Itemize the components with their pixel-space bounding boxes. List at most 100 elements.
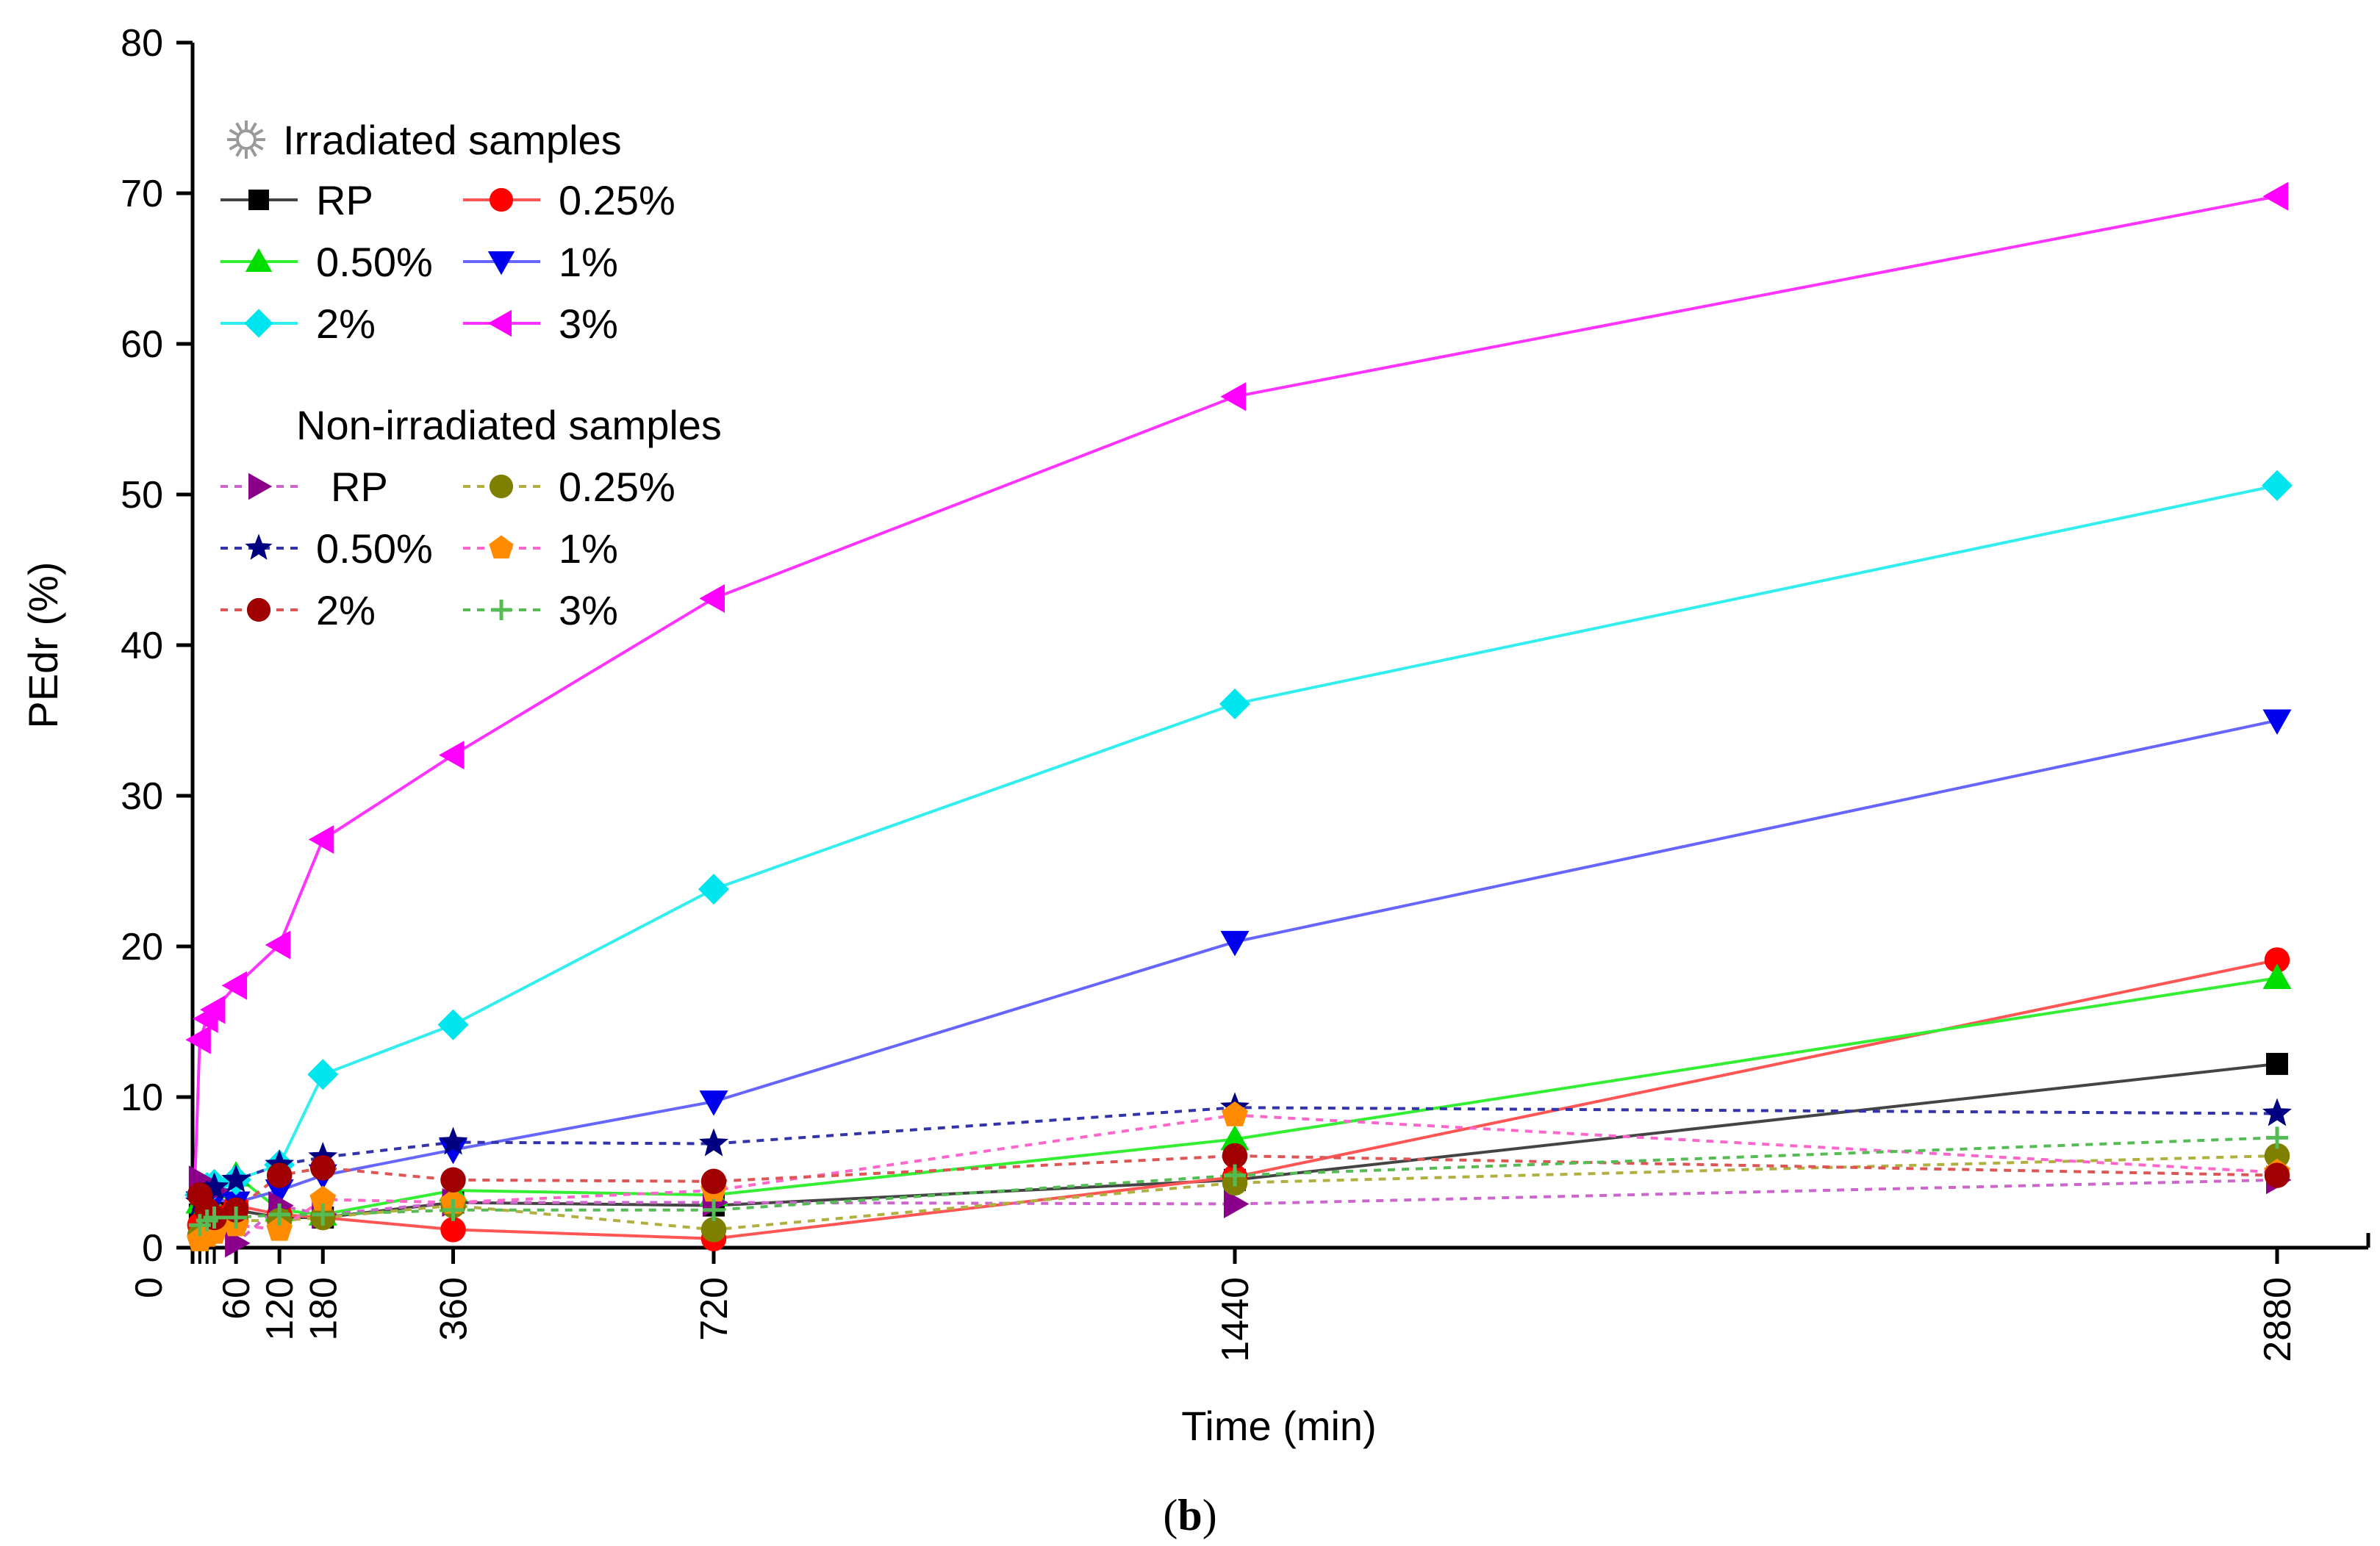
- data-point: [2262, 1098, 2292, 1126]
- y-tick-label: 60: [121, 323, 163, 366]
- data-point: [308, 824, 334, 854]
- x-tick-label: 120: [259, 1277, 301, 1341]
- sun-ray: [254, 143, 264, 151]
- legend-entry-label: RP: [316, 177, 373, 223]
- x-tick-label: 0: [128, 1277, 171, 1298]
- sun-ray: [250, 122, 257, 132]
- legend-swatch-marker: [489, 187, 514, 212]
- data-point: [307, 1059, 339, 1090]
- legend-swatch-marker: [489, 474, 514, 499]
- y-tick-label: 50: [121, 474, 163, 517]
- y-tick-label: 30: [121, 775, 163, 818]
- data-point: [700, 1217, 727, 1243]
- x-axis-title: Time (min): [1181, 1403, 1376, 1449]
- sun-ray: [229, 129, 238, 136]
- series-line: [191, 195, 2278, 1248]
- data-point: [225, 1207, 248, 1229]
- moon-icon: [233, 406, 252, 444]
- series-points: [185, 181, 2288, 1054]
- legend-group-title: Irradiated samples: [283, 117, 622, 163]
- data-point: [439, 1138, 467, 1165]
- data-point: [439, 741, 465, 770]
- x-tick-label: 180: [302, 1277, 345, 1341]
- y-tick-label: 10: [121, 1076, 163, 1119]
- y-tick-label: 80: [121, 22, 163, 65]
- data-point: [309, 1185, 337, 1211]
- legend-swatch-marker: [245, 533, 273, 560]
- data-point: [199, 1172, 229, 1200]
- panel-label-close: ): [1202, 1491, 1217, 1539]
- data-point: [698, 874, 729, 905]
- legend-entry-label: 0.50%: [316, 525, 433, 572]
- data-point: [265, 930, 291, 960]
- y-ticks: 0 10 20 30 40 50 60 70 80: [121, 22, 193, 1270]
- data-point: [310, 1155, 336, 1181]
- data-point: [312, 1203, 334, 1226]
- data-point: [2264, 1143, 2290, 1169]
- data-point: [221, 971, 248, 1000]
- legend-swatch-marker: [491, 600, 512, 620]
- legend: Irradiated samples RP 0.25% 0.50% 1% 2% 3% Non-…: [221, 117, 722, 633]
- data-point: [266, 1162, 293, 1188]
- y-tick-label: 70: [121, 173, 163, 215]
- data-point: [2264, 947, 2290, 973]
- x-tick-label: 1440: [1214, 1277, 1257, 1362]
- data-point: [2266, 1052, 2288, 1075]
- data-point: [440, 1217, 466, 1243]
- y-tick-label: 20: [121, 926, 163, 968]
- legend-entry-label: RP: [331, 464, 388, 510]
- data-point: [1220, 930, 1250, 957]
- sun-ray: [250, 148, 257, 157]
- x-tick-label: 2880: [2257, 1277, 2299, 1362]
- data-point: [200, 995, 226, 1024]
- data-point: [699, 1128, 728, 1157]
- legend-swatch-marker: [244, 309, 273, 338]
- sun-disc: [236, 129, 257, 150]
- series-lines: [191, 195, 2278, 1249]
- data-point: [440, 1167, 466, 1193]
- x-tick-label: 720: [693, 1277, 736, 1341]
- sun-ray: [254, 129, 264, 136]
- series-points: [188, 1126, 2288, 1237]
- data-point: [268, 1203, 291, 1226]
- series-markers: [184, 181, 2293, 1258]
- data-point: [2262, 963, 2292, 990]
- sun-ray: [235, 148, 243, 157]
- sun-ray: [235, 122, 243, 132]
- data-point: [2266, 1126, 2288, 1149]
- data-point: [2262, 709, 2292, 735]
- legend-swatch-marker: [248, 472, 273, 500]
- series-line: [191, 1106, 2278, 1248]
- data-point: [700, 1168, 727, 1195]
- data-point: [2262, 470, 2293, 501]
- legend-swatch-marker: [245, 248, 273, 272]
- x-tick-label: 60: [215, 1277, 258, 1320]
- legend-swatch-marker: [246, 597, 271, 622]
- data-point: [437, 1009, 469, 1040]
- sun-ray: [229, 143, 238, 151]
- data-point: [1222, 1143, 1248, 1169]
- legend-entry-label: 2%: [316, 301, 376, 347]
- panel-label-letter: b: [1178, 1491, 1202, 1539]
- legend-entry-label: 0.25%: [559, 464, 675, 510]
- series-points: [184, 470, 2293, 1211]
- legend-swatch-marker: [487, 309, 512, 337]
- sun-icon: [227, 121, 265, 159]
- data-point: [266, 1215, 293, 1241]
- data-point: [1224, 1164, 1246, 1187]
- legend-entry-label: 0.50%: [316, 239, 433, 285]
- data-point: [221, 1164, 251, 1193]
- y-tick-label: 0: [142, 1227, 163, 1270]
- data-point: [2262, 181, 2288, 211]
- data-point: [1222, 1101, 1248, 1126]
- y-axis-title: PEdr (%): [20, 561, 66, 728]
- data-point: [185, 1025, 211, 1054]
- data-point: [2264, 1162, 2290, 1188]
- x-ticks: 0 60 120 180 360 720 1440 2880: [128, 1248, 2299, 1362]
- legend-entry-label: 1%: [559, 239, 618, 285]
- data-point: [1220, 382, 1246, 411]
- legend-entry-label: 3%: [559, 301, 618, 347]
- legend-swatch-marker: [487, 251, 515, 276]
- legend-entry-label: 1%: [559, 525, 618, 572]
